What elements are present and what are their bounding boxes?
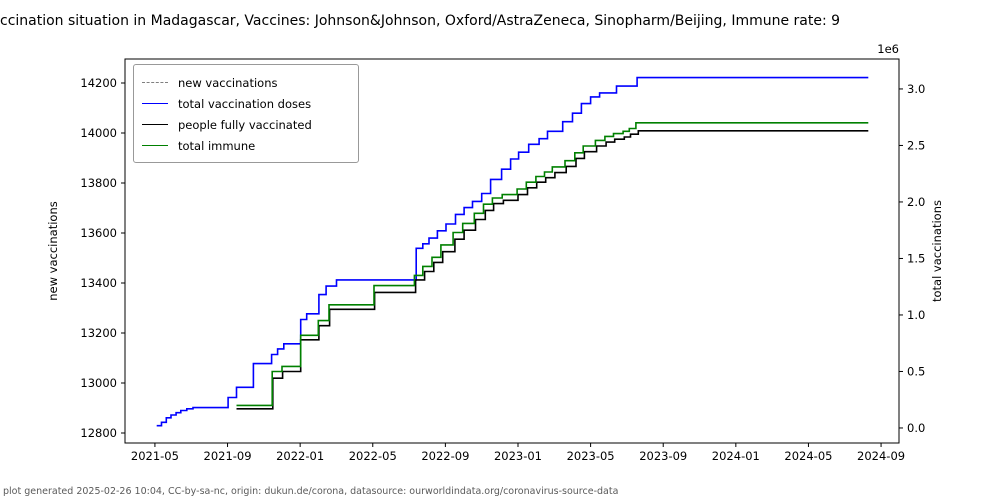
svg-text:0.5: 0.5 xyxy=(907,364,925,378)
legend-line-sample-blue xyxy=(142,103,168,104)
legend-label: new vaccinations xyxy=(178,75,278,90)
svg-text:1.5: 1.5 xyxy=(907,251,925,265)
legend-entry-people-fully-vaccinated: people fully vaccinated xyxy=(142,114,348,135)
svg-text:2024-01: 2024-01 xyxy=(712,449,760,463)
data-series-lines xyxy=(156,76,869,427)
attribution-footer: plot generated 2025-02-26 10:04, CC-by-s… xyxy=(3,486,619,497)
svg-text:2.5: 2.5 xyxy=(907,138,925,152)
svg-text:14200: 14200 xyxy=(80,76,117,90)
svg-text:2.0: 2.0 xyxy=(907,195,925,209)
svg-text:2021-05: 2021-05 xyxy=(131,449,179,463)
right-y-axis-ticks: 0.0 0.5 1.0 1.5 2.0 2.5 3.0 xyxy=(899,82,925,435)
x-axis-ticks: 2021-05 2021-09 2022-01 2022-05 2022-09 2023-… xyxy=(131,443,905,463)
legend-entry-total-immune: total immune xyxy=(142,135,348,156)
svg-text:3.0: 3.0 xyxy=(907,82,925,96)
svg-text:2022-01: 2022-01 xyxy=(276,449,324,463)
svg-text:13600: 13600 xyxy=(80,226,117,240)
svg-text:2022-09: 2022-09 xyxy=(421,449,469,463)
series-line-total_vaccination_doses xyxy=(156,76,869,427)
svg-text:13400: 13400 xyxy=(80,276,117,290)
left-y-axis-ticks: 12800 13000 13200 13400 13600 13800 14000 14200 xyxy=(80,76,125,440)
svg-text:2023-01: 2023-01 xyxy=(494,449,542,463)
svg-text:2023-05: 2023-05 xyxy=(567,449,615,463)
svg-text:2021-09: 2021-09 xyxy=(204,449,252,463)
legend-entry-new-vaccinations: new vaccinations xyxy=(142,72,348,93)
series-line-people_fully_vaccinated xyxy=(236,130,869,410)
legend-line-sample-green xyxy=(142,145,168,146)
legend-label: people fully vaccinated xyxy=(178,117,312,132)
svg-text:2023-09: 2023-09 xyxy=(639,449,687,463)
svg-text:14000: 14000 xyxy=(80,126,117,140)
legend-label: total immune xyxy=(178,138,256,153)
svg-text:12800: 12800 xyxy=(80,426,117,440)
right-axis-multiplier-label: 1e6 xyxy=(877,42,899,56)
left-y-axis-label: new vaccinations xyxy=(46,201,60,300)
svg-text:13800: 13800 xyxy=(80,176,117,190)
svg-text:0.0: 0.0 xyxy=(907,421,925,435)
chart-title: ccination situation in Madagascar, Vacci… xyxy=(0,13,841,29)
svg-text:2024-05: 2024-05 xyxy=(784,449,832,463)
svg-text:1.0: 1.0 xyxy=(907,308,925,322)
legend-entry-total-vaccination-doses: total vaccination doses xyxy=(142,93,348,114)
svg-text:13200: 13200 xyxy=(80,326,117,340)
legend-label: total vaccination doses xyxy=(178,96,312,111)
legend: new vaccinations total vaccination doses… xyxy=(133,64,359,163)
legend-line-sample-black xyxy=(142,124,168,125)
plot-frame xyxy=(124,58,900,444)
right-y-axis-label: total vaccinations xyxy=(930,200,944,302)
series-line-total_immune xyxy=(236,122,869,407)
legend-line-sample-dashed-gray xyxy=(142,82,168,83)
svg-text:13000: 13000 xyxy=(80,376,117,390)
svg-text:2024-09: 2024-09 xyxy=(857,449,905,463)
svg-text:2022-05: 2022-05 xyxy=(349,449,397,463)
